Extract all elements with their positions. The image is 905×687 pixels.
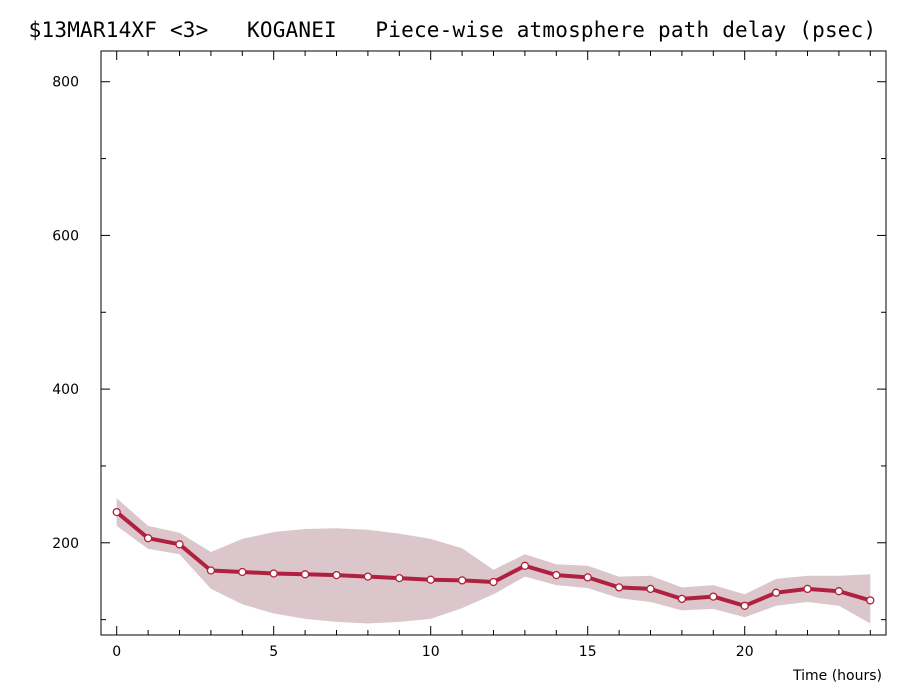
data-point xyxy=(489,577,498,587)
data-point xyxy=(143,534,153,543)
data-point xyxy=(520,561,530,570)
data-point xyxy=(709,592,718,601)
x-tick-label: 5 xyxy=(269,644,278,660)
y-tick-label: 600 xyxy=(52,228,79,244)
chart-title: $13MAR14XF <3> KOGANEI Piece-wise atmosp… xyxy=(28,18,877,42)
data-point xyxy=(363,572,373,581)
data-point xyxy=(583,573,592,582)
data-point xyxy=(740,601,749,610)
y-tick-label: 200 xyxy=(52,536,79,552)
uncertainty-band xyxy=(116,498,871,624)
tick-labels: 0 5 10 15 20 200 400 600 800 xyxy=(52,75,753,660)
y-tick-label: 400 xyxy=(52,382,79,398)
data-point xyxy=(803,584,812,594)
x-tick-label: 20 xyxy=(736,644,754,660)
data-point xyxy=(771,588,781,597)
data-point xyxy=(552,570,561,580)
uncertainty-band-layer xyxy=(116,498,871,624)
data-point xyxy=(646,584,655,594)
x-tick-label: 10 xyxy=(422,644,440,660)
data-point xyxy=(300,570,310,579)
data-point xyxy=(112,507,121,517)
axis-ticks xyxy=(101,51,886,635)
plot-frame xyxy=(100,50,887,636)
series-marker-layer xyxy=(112,507,875,610)
data-point xyxy=(457,576,467,585)
x-tick-label: 0 xyxy=(112,644,121,660)
data-point xyxy=(206,566,216,575)
data-point xyxy=(677,594,687,604)
data-point xyxy=(175,540,184,549)
data-point xyxy=(395,573,404,583)
data-point xyxy=(834,587,844,596)
data-point xyxy=(269,569,278,578)
data-point xyxy=(866,596,875,605)
x-axis-label: Time (hours) xyxy=(792,668,882,684)
x-tick-label: 15 xyxy=(579,644,597,660)
data-point xyxy=(426,575,435,584)
data-point xyxy=(238,567,247,577)
y-tick-label: 800 xyxy=(52,75,79,91)
data-point xyxy=(614,583,624,592)
data-point xyxy=(332,570,341,580)
